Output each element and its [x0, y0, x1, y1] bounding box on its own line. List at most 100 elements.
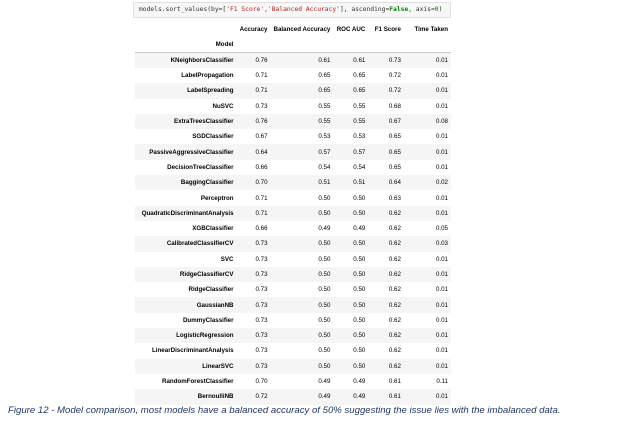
column-header-f1-score: F1 Score [374, 26, 401, 33]
metric-value-cell: 0.01 [435, 393, 448, 401]
table-row: CalibratedClassifierCV 0.73 0.50 0.50 0.62 0.… [135, 236, 451, 252]
model-name-cell: Perceptron [200, 194, 234, 202]
code-suffix: ) [438, 6, 443, 13]
metric-value-cell: 0.62 [388, 271, 401, 278]
table-row: Perceptron 0.71 0.50 0.50 0.63 0.01 [135, 190, 451, 205]
table-row: XGBClassifier 0.66 0.49 0.49 0.62 0.05 [135, 221, 451, 236]
metric-value-cell: 0.76 [255, 118, 268, 126]
column-header-time-taken: Time Taken [414, 26, 448, 33]
metric-value-cell: 0.50 [318, 194, 331, 202]
model-name-cell: BaggingClassifier [180, 179, 234, 187]
metric-value-cell: 0.49 [318, 378, 331, 386]
metric-value-cell: 0.01 [435, 271, 448, 278]
metric-value-cell: 0.55 [353, 102, 366, 110]
model-name-cell: QuadraticDiscriminantAnalysis [141, 209, 234, 217]
metric-value-cell: 0.11 [436, 378, 448, 386]
metric-value-cell: 0.63 [388, 194, 401, 202]
header-blank [135, 22, 237, 37]
model-name-cell: SGDClassifier [192, 133, 234, 141]
model-name-cell: DummyClassifier [182, 316, 234, 324]
metric-value-cell: 0.50 [318, 347, 331, 355]
model-name-cell: NuSVC [212, 102, 234, 110]
metric-value-cell: 0.55 [353, 118, 366, 126]
code-string-balanced: 'Balanced Accuracy' [267, 6, 340, 13]
metric-value-cell: 0.50 [353, 286, 366, 294]
table-row: QuadraticDiscriminantAnalysis 0.71 0.50 0.5… [135, 205, 451, 221]
metric-value-cell: 0.73 [255, 255, 268, 263]
metric-value-cell: 0.71 [255, 87, 268, 95]
metric-value-cell: 0.62 [388, 332, 401, 340]
metric-value-cell: 0.50 [318, 332, 331, 340]
index-name-header: Model [215, 41, 234, 48]
column-header-roc-auc: ROC AUC [336, 26, 366, 33]
table-row: DecisionTreeClassifier 0.66 0.54 0.54 0.65 0.… [135, 160, 451, 175]
metric-value-cell: 0.61 [388, 393, 401, 401]
metric-value-cell: 0.73 [255, 102, 268, 110]
metric-value-cell: 0.64 [255, 148, 268, 156]
model-name-cell: ExtraTreesClassifier [174, 118, 234, 126]
table-row: LabelPropagation 0.71 0.65 0.65 0.72 0.01 [135, 68, 451, 83]
metric-value-cell: 0.01 [435, 347, 448, 355]
table-row: BaggingClassifier 0.70 0.51 0.51 0.64 0.02 [135, 175, 451, 191]
column-header-balanced-accuracy: Balanced Accuracy [273, 26, 331, 33]
metric-value-cell: 0.68 [388, 102, 401, 110]
metric-value-cell: 0.50 [318, 286, 331, 294]
metric-value-cell: 0.65 [388, 148, 401, 156]
metric-value-cell: 0.66 [255, 225, 268, 233]
metric-value-cell: 0.01 [435, 362, 448, 370]
metric-value-cell: 0.67 [388, 118, 401, 126]
metric-value-cell: 0.61 [318, 57, 331, 64]
model-name-cell: BernoulliNB [197, 393, 234, 401]
table-row: SVC 0.73 0.50 0.50 0.62 0.01 [135, 252, 451, 267]
metric-value-cell: 0.62 [388, 316, 401, 324]
metric-value-cell: 0.01 [435, 133, 448, 141]
metric-value-cell: 0.72 [388, 72, 401, 80]
metric-value-cell: 0.50 [353, 347, 366, 355]
code-input-cell[interactable]: models.sort_values(by=['F1 Score','Balan… [133, 2, 451, 18]
metric-value-cell: 0.65 [318, 72, 331, 80]
metric-value-cell: 0.01 [435, 286, 448, 294]
metric-value-cell: 0.50 [353, 316, 366, 324]
metric-value-cell: 0.50 [353, 194, 366, 202]
metric-value-cell: 0.65 [388, 163, 401, 171]
metric-value-cell: 0.62 [388, 225, 401, 233]
metric-value-cell: 0.50 [318, 301, 331, 309]
model-name-cell: RidgeClassifierCV [179, 271, 234, 278]
table-row: BernoulliNB 0.72 0.49 0.49 0.61 0.01 [135, 389, 451, 405]
metric-value-cell: 0.01 [435, 72, 448, 80]
model-name-cell: LabelSpreading [187, 87, 234, 95]
model-name-cell: GaussianNB [196, 301, 234, 309]
metric-value-cell: 0.61 [388, 378, 401, 386]
metric-value-cell: 0.50 [353, 209, 366, 217]
model-comparison-table: Accuracy Balanced Accuracy ROC AUC F1 Sc… [135, 22, 451, 405]
table-row: KNeighborsClassifier 0.76 0.61 0.61 0.73 0.01 [135, 52, 451, 68]
code-mid2: , axis= [408, 6, 435, 13]
column-header-row: Accuracy Balanced Accuracy ROC AUC F1 Sc… [135, 22, 451, 37]
metric-value-cell: 0.50 [353, 271, 366, 278]
model-name-cell: PassiveAggressiveClassifier [149, 148, 234, 156]
metric-value-cell: 0.01 [435, 316, 448, 324]
metric-value-cell: 0.62 [388, 255, 401, 263]
metric-value-cell: 0.62 [388, 286, 401, 294]
metric-value-cell: 0.73 [388, 57, 401, 64]
metric-value-cell: 0.01 [435, 209, 448, 217]
table-row: RandomForestClassifier 0.70 0.49 0.49 0.61 0.… [135, 374, 451, 389]
table-row: LabelSpreading 0.71 0.65 0.65 0.72 0.01 [135, 83, 451, 99]
metric-value-cell: 0.57 [353, 148, 366, 156]
metric-value-cell: 0.01 [435, 301, 448, 309]
metric-value-cell: 0.54 [318, 163, 331, 171]
table-row: NuSVC 0.73 0.55 0.55 0.68 0.01 [135, 99, 451, 114]
metric-value-cell: 0.53 [318, 133, 331, 141]
metric-value-cell: 0.50 [353, 301, 366, 309]
metric-value-cell: 0.01 [435, 57, 448, 64]
metric-value-cell: 0.03 [435, 240, 448, 248]
model-name-cell: SVC [220, 255, 234, 263]
metric-value-cell: 0.65 [353, 87, 366, 95]
metric-value-cell: 0.01 [435, 332, 448, 340]
metric-value-cell: 0.73 [255, 332, 268, 340]
metric-value-cell: 0.73 [255, 301, 268, 309]
model-name-cell: LinearDiscriminantAnalysis [152, 347, 234, 355]
model-name-cell: LabelPropagation [181, 72, 234, 80]
metric-value-cell: 0.55 [318, 118, 331, 126]
metric-value-cell: 0.55 [318, 102, 331, 110]
